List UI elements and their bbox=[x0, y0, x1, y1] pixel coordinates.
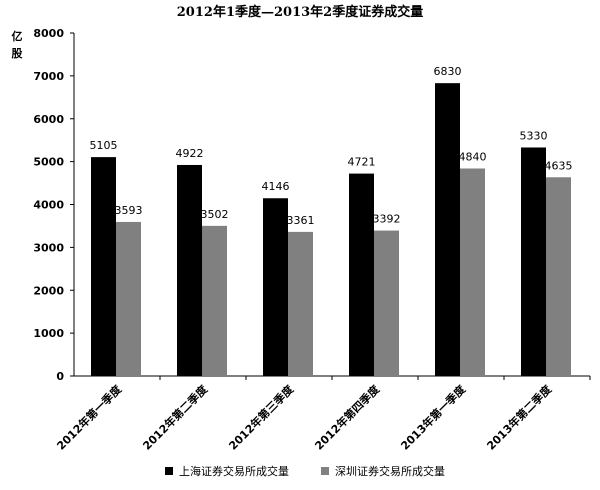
data-label: 5105 bbox=[90, 139, 118, 152]
bar-series-1 bbox=[177, 164, 202, 376]
legend: 上海证券交易所成交量 深圳证券交易所成交量 bbox=[165, 464, 445, 478]
y-tick-label: 3000 bbox=[33, 241, 64, 254]
bars bbox=[91, 83, 571, 376]
bar-series-2 bbox=[202, 225, 227, 376]
y-tick-label: 8000 bbox=[33, 27, 64, 40]
y-axis-label: 亿股 bbox=[12, 29, 24, 60]
bar-series-1 bbox=[349, 173, 374, 376]
data-label: 3392 bbox=[373, 213, 401, 226]
bar-series-1 bbox=[521, 147, 546, 376]
data-label: 6830 bbox=[434, 65, 462, 78]
legend-label-1: 上海证券交易所成交量 bbox=[179, 464, 289, 478]
axes bbox=[73, 33, 590, 377]
data-label: 3361 bbox=[287, 214, 315, 227]
bar-series-2 bbox=[546, 177, 571, 376]
data-label: 5330 bbox=[520, 129, 548, 142]
x-tick-label: 2012年第四季度 bbox=[312, 382, 383, 453]
bar-series-2 bbox=[374, 230, 399, 376]
legend-swatch-2 bbox=[321, 467, 329, 475]
y-axis-label-char: 股 bbox=[12, 47, 24, 60]
data-labels: 5105 3593 4922 3502 4146 3361 4721 3392 6830 4840… bbox=[90, 65, 573, 227]
data-label: 4146 bbox=[262, 180, 290, 193]
y-tick-label: 6000 bbox=[33, 113, 64, 126]
y-axis-label-char: 亿 bbox=[12, 29, 23, 43]
bar-series-2 bbox=[116, 221, 141, 376]
bar-series-1 bbox=[435, 83, 460, 376]
legend-swatch-1 bbox=[165, 467, 173, 475]
x-axis-ticks: 2012年第一季度 2012年第二季度 2012年第三季度 2012年第四季度 2013… bbox=[54, 376, 591, 453]
data-label: 3502 bbox=[201, 208, 229, 221]
legend-label-2: 深圳证券交易所成交量 bbox=[335, 464, 445, 478]
x-tick-label: 2013年第二季度 bbox=[484, 382, 555, 453]
x-tick-label: 2013年第一季度 bbox=[398, 382, 469, 453]
chart-title: 2012年1季度—2013年2季度证券成交量 bbox=[177, 4, 423, 20]
x-tick-label: 2012年第一季度 bbox=[54, 382, 125, 453]
y-tick-label: 1000 bbox=[33, 327, 64, 340]
y-tick-label: 2000 bbox=[33, 284, 64, 297]
x-tick-label: 2012年第二季度 bbox=[140, 382, 211, 453]
data-label: 4922 bbox=[176, 147, 204, 160]
y-tick-label: 0 bbox=[56, 370, 64, 383]
y-tick-label: 7000 bbox=[33, 70, 64, 83]
bar-series-2 bbox=[460, 168, 485, 376]
y-tick-label: 4000 bbox=[33, 199, 64, 212]
y-axis-ticks: 0 1000 2000 3000 4000 5000 6000 7000 8000 bbox=[33, 27, 74, 383]
y-tick-label: 5000 bbox=[33, 156, 64, 169]
data-label: 4721 bbox=[348, 156, 376, 169]
data-label: 3593 bbox=[115, 204, 143, 217]
bar-series-1 bbox=[263, 198, 288, 376]
bar-series-1 bbox=[91, 157, 116, 376]
bar-series-2 bbox=[288, 231, 313, 376]
x-tick-label: 2012年第三季度 bbox=[226, 382, 297, 453]
data-label: 4635 bbox=[545, 159, 573, 172]
data-label: 4840 bbox=[459, 150, 487, 163]
